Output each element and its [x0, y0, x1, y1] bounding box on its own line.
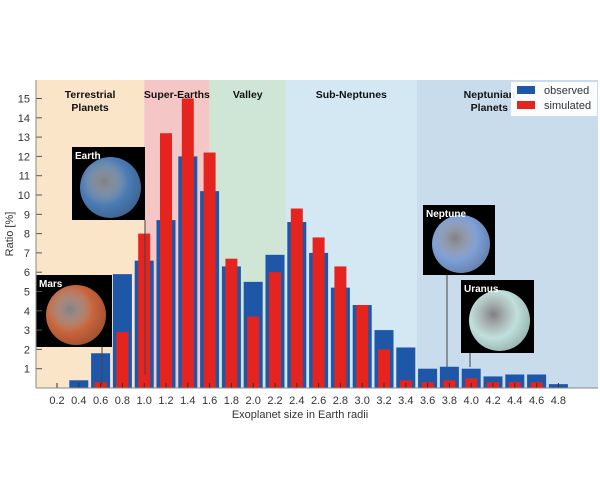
y-tick-label: 3 — [24, 325, 30, 337]
bar-simulated — [312, 237, 325, 388]
x-tick-label: 1.8 — [224, 395, 239, 407]
legend-label-simulated: simulated — [544, 100, 591, 112]
y-tick-label: 8 — [24, 229, 30, 241]
y-tick-label: 12 — [18, 151, 30, 163]
x-tick-label: 3.8 — [442, 395, 457, 407]
region-label: Sub-Neptunes — [316, 89, 387, 101]
x-tick-label: 1.2 — [158, 395, 173, 407]
bar-observed — [396, 347, 416, 388]
x-tick-label: 4.6 — [529, 395, 544, 407]
axes: 0.2 0.4 0.6 0.8 1.0 1.2 1.4 1.6 1.8 2.0 2.2 2.4 2.6 2… — [18, 80, 598, 407]
x-tick-label: 3.2 — [376, 395, 391, 407]
x-tick-label: 2.6 — [311, 395, 326, 407]
planet-earth-icon — [80, 157, 141, 218]
bar-simulated — [116, 332, 129, 388]
bar-simulated — [378, 349, 390, 388]
x-tick-label: 3.0 — [355, 395, 370, 407]
x-tick-label: 1.6 — [202, 395, 217, 407]
x-tick-label: 2.4 — [289, 395, 304, 407]
bar-simulated — [203, 152, 216, 388]
bar-observed — [91, 353, 111, 388]
legend: observed simulated — [511, 82, 597, 116]
region-label-line2: Planets — [71, 102, 109, 114]
x-tick-label: 3.6 — [420, 395, 435, 407]
x-tick-label: 1.0 — [137, 395, 152, 407]
y-tick-label: 11 — [19, 171, 30, 183]
planet-label: Mars — [39, 279, 63, 290]
x-tick-label: 4.2 — [485, 395, 500, 407]
region-label-line2: Planets — [471, 102, 509, 114]
x-tick-label: 0.4 — [71, 395, 86, 407]
y-tick-label: 10 — [18, 190, 30, 202]
legend-label-observed: observed — [544, 85, 589, 97]
bars — [69, 98, 568, 388]
bar-simulated — [269, 272, 281, 388]
planet-uranus-icon — [469, 290, 530, 351]
y-tick-label: 1 — [24, 364, 30, 376]
x-tick-label: 4.4 — [507, 395, 522, 407]
x-tick-label: 3.4 — [398, 395, 413, 407]
x-tick-label: 2.2 — [267, 395, 282, 407]
region-label: Valley — [233, 89, 263, 101]
planet-label: Uranus — [464, 284, 499, 295]
region-label: Super-Earths — [144, 89, 210, 101]
x-tick-label: 1.4 — [180, 395, 195, 407]
planet-mars-icon — [46, 285, 106, 345]
x-tick-label: 0.8 — [115, 395, 130, 407]
y-tick-label: 6 — [24, 267, 30, 279]
y-tick-label: 5 — [24, 287, 30, 299]
region-band — [144, 80, 210, 388]
x-tick-label: 0.2 — [49, 395, 64, 407]
bar-simulated — [160, 133, 172, 388]
y-tick-label: 2 — [24, 344, 30, 356]
region-label: Terrestrial — [65, 89, 116, 101]
x-tick-label: 4.0 — [464, 395, 479, 407]
bar-simulated — [247, 316, 260, 388]
x-tick-label: 0.6 — [93, 395, 108, 407]
legend-swatch-simulated — [517, 101, 535, 109]
x-tick-label: 2.0 — [246, 395, 261, 407]
bar-simulated — [290, 208, 303, 388]
region-band — [285, 80, 417, 388]
legend-swatch-observed — [517, 86, 535, 94]
bar-simulated — [334, 266, 347, 388]
y-tick-label: 9 — [24, 209, 30, 221]
bar-simulated — [356, 305, 369, 388]
bar-simulated — [225, 258, 238, 388]
y-axis-label: Ratio [%] — [4, 212, 16, 257]
y-tick-label: 4 — [24, 306, 30, 318]
y-tick-label: 14 — [18, 113, 30, 125]
y-tick-label: 13 — [18, 132, 30, 144]
planet-annotations: Earth Mars Neptune Uranus — [36, 147, 534, 385]
planet-neptune-icon — [432, 215, 490, 273]
y-tick-label: 15 — [18, 94, 30, 106]
bar-simulated — [181, 98, 194, 388]
x-axis-label: Exoplanet size in Earth radii — [232, 409, 368, 421]
region-label: Neptunian — [464, 89, 515, 101]
x-tick-label: 4.8 — [551, 395, 566, 407]
y-tick-label: 7 — [24, 248, 30, 260]
x-tick-label: 2.8 — [333, 395, 348, 407]
planet-label: Neptune — [426, 209, 466, 220]
planet-label: Earth — [75, 151, 101, 162]
bar-simulated — [138, 233, 151, 388]
